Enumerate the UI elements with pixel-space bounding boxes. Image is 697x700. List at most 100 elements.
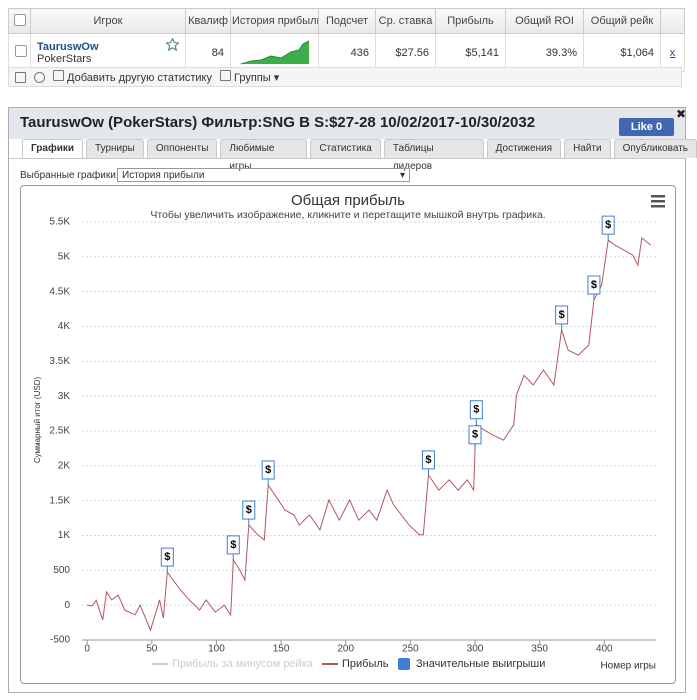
x-tick-label: 150 bbox=[273, 644, 290, 655]
x-tick-label: 400 bbox=[596, 644, 613, 655]
tab[interactable]: Любимые игры bbox=[220, 139, 308, 172]
header[interactable]: Подсчет bbox=[318, 8, 376, 34]
row-select[interactable] bbox=[8, 33, 31, 72]
x-tick-label: 200 bbox=[337, 644, 354, 655]
groups-label: Группы bbox=[234, 72, 271, 84]
flag-box bbox=[261, 460, 275, 480]
tab-line bbox=[9, 158, 685, 159]
legend-label[interactable]: Прибыль за минусом рейка bbox=[172, 658, 314, 670]
big-win-flag: $ bbox=[468, 425, 482, 450]
flag-box bbox=[587, 275, 601, 295]
stats-table: Игрок Квалиф История прибыли Подсчет Ср.… bbox=[8, 8, 685, 72]
sparkline bbox=[240, 40, 310, 65]
chart: Общая прибыль Чтобы увеличить изображени… bbox=[33, 192, 665, 672]
big-win-flag: $ bbox=[421, 450, 435, 475]
chart-title: Общая прибыль bbox=[291, 192, 405, 209]
x-tick-label: 0 bbox=[84, 644, 90, 655]
tab[interactable]: Турниры bbox=[86, 139, 144, 158]
groups[interactable]: Группы ▾ bbox=[220, 70, 279, 84]
player-link[interactable]: TauruswOw bbox=[37, 40, 99, 53]
y-tick-label: 3K bbox=[58, 391, 71, 402]
chart-frame bbox=[20, 185, 676, 684]
flag-symbol: $ bbox=[164, 551, 170, 563]
header[interactable]: Квалиф bbox=[185, 8, 231, 34]
big-win-flag: $ bbox=[601, 215, 615, 241]
flag-box bbox=[601, 215, 615, 235]
x-tick-label: 350 bbox=[531, 644, 548, 655]
toolbar: Добавить другую статистику Группы ▾ bbox=[8, 67, 682, 87]
remove-link[interactable]: x bbox=[660, 33, 685, 72]
tab[interactable]: Графики bbox=[22, 139, 84, 158]
tab[interactable]: Оппоненты bbox=[146, 139, 218, 158]
tabs: Графики Турниры Оппоненты Любимые игры Стати… bbox=[22, 139, 697, 172]
cell: $5,141 bbox=[435, 33, 506, 72]
title-bar bbox=[9, 108, 685, 139]
y-tick-label: 5.5K bbox=[49, 217, 70, 228]
legend-label[interactable]: Прибыль bbox=[342, 658, 389, 670]
tab[interactable]: Таблицы лидеров bbox=[383, 139, 484, 172]
flag-box bbox=[226, 535, 240, 555]
flag-symbol: $ bbox=[425, 454, 431, 466]
player-cell: TauruswOw PokerStars bbox=[30, 33, 186, 72]
legend-label[interactable]: Значительные выигрыши bbox=[416, 658, 545, 670]
flag-symbol: $ bbox=[472, 429, 478, 441]
tab[interactable]: Найти bbox=[564, 139, 611, 158]
flag-symbol: $ bbox=[605, 219, 611, 231]
profit-line bbox=[87, 237, 652, 632]
panel bbox=[8, 107, 686, 693]
big-win-flag: $ bbox=[587, 275, 601, 301]
header[interactable]: Ср. ставка bbox=[375, 8, 436, 34]
cell: 84 bbox=[185, 33, 231, 72]
flag-box bbox=[468, 425, 482, 445]
header[interactable]: Прибыль bbox=[435, 8, 506, 34]
y-tick-label: -500 bbox=[50, 635, 70, 646]
big-win-flag: $ bbox=[226, 535, 240, 560]
close-button[interactable]: ✖ bbox=[676, 107, 687, 121]
delete-icon[interactable] bbox=[15, 71, 26, 83]
y-tick-label: 3.5K bbox=[49, 356, 70, 367]
flag-symbol: $ bbox=[246, 504, 252, 516]
y-tick-label: 4.5K bbox=[49, 286, 70, 297]
sparkline-cell bbox=[230, 33, 319, 72]
legend-symbol bbox=[398, 658, 410, 670]
flag-box bbox=[242, 500, 256, 520]
star-icon[interactable] bbox=[166, 38, 179, 51]
cell: $27.56 bbox=[375, 33, 436, 72]
big-win-flag: $ bbox=[242, 500, 256, 526]
y-tick-label: 1K bbox=[58, 530, 71, 541]
tab[interactable]: Достижения bbox=[486, 139, 562, 158]
data-row: TauruswOw PokerStars 84 436 $27.56 $5,14… bbox=[8, 33, 685, 72]
header[interactable]: Общий ROI bbox=[505, 8, 584, 34]
x-tick-label: 300 bbox=[467, 644, 484, 655]
y-tick-label: 4K bbox=[58, 321, 71, 332]
big-win-flag: $ bbox=[469, 400, 483, 425]
tab[interactable]: Опубликовать bbox=[613, 139, 697, 158]
header[interactable]: Общий рейк bbox=[583, 8, 661, 34]
chart-subtitle: Чтобы увеличить изображение, кликните и … bbox=[150, 209, 545, 221]
selected-value: История прибыли bbox=[122, 170, 205, 181]
big-win-flag: $ bbox=[555, 305, 569, 330]
select-all[interactable] bbox=[8, 8, 31, 34]
flag-box bbox=[469, 400, 483, 420]
chart-select[interactable]: История прибыли ▾ bbox=[117, 168, 410, 182]
y-tick-label: 5K bbox=[58, 251, 71, 262]
y-tick-label: 1.5K bbox=[49, 495, 70, 506]
flag-symbol: $ bbox=[230, 539, 236, 551]
flag-box bbox=[160, 547, 174, 567]
flag-symbol: $ bbox=[265, 464, 271, 476]
panel-title: TauruswOw (PokerStars) Фильтр:SNG B S:$2… bbox=[20, 114, 536, 131]
like-button[interactable]: Like 0 bbox=[619, 118, 674, 136]
add-stat[interactable]: Добавить другую статистику bbox=[53, 70, 212, 84]
tab[interactable]: Статистика bbox=[310, 139, 381, 158]
header[interactable]: История прибыли bbox=[230, 8, 319, 34]
big-win-flag: $ bbox=[261, 460, 275, 485]
header bbox=[660, 8, 685, 34]
header-row: Игрок Квалиф История прибыли Подсчет Ср.… bbox=[8, 8, 685, 34]
menu-icon[interactable] bbox=[651, 195, 665, 208]
refresh-icon[interactable] bbox=[34, 71, 45, 83]
add-stat-label: Добавить другую статистику bbox=[67, 72, 212, 84]
header[interactable]: Игрок bbox=[30, 8, 186, 34]
y-tick-label: 2.5K bbox=[49, 426, 70, 437]
flag-symbol: $ bbox=[591, 279, 597, 291]
